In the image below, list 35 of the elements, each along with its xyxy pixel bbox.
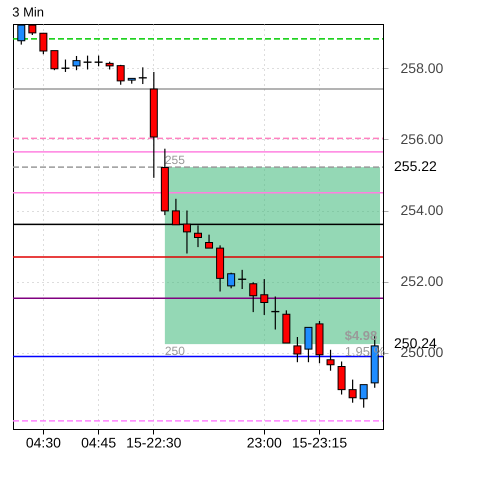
candlestick — [304, 326, 312, 363]
y-tick-label: 254.00 — [400, 202, 444, 218]
annotation: 1.95 % — [344, 344, 386, 360]
candlestick — [348, 379, 357, 404]
chart-title: 3 Min — [12, 4, 44, 20]
x-tick-label: 15-22:30 — [126, 434, 182, 450]
candlestick — [94, 55, 103, 67]
candlestick — [39, 32, 48, 55]
candlestick — [326, 349, 335, 372]
candlestick — [227, 272, 236, 289]
ref-line-label: 255.22 — [394, 158, 438, 174]
candlestick — [293, 336, 302, 363]
y-tick-label: 256.00 — [400, 130, 444, 147]
annotation: $4.98 — [344, 328, 378, 344]
x-tick-label: 15-23:15 — [292, 434, 348, 450]
annotation: 250 — [164, 344, 186, 358]
candlestick — [338, 360, 346, 396]
y-tick-label: 258.00 — [400, 60, 444, 76]
candlestick — [360, 384, 368, 408]
candlestick — [50, 50, 58, 71]
candlestick — [116, 64, 125, 86]
candlestick — [72, 55, 81, 71]
x-tick-label: 04:30 — [26, 434, 62, 450]
candlestick — [61, 58, 70, 73]
candlestick — [249, 282, 258, 313]
x-tick-label: 04:45 — [81, 434, 116, 450]
candlestick — [238, 269, 246, 290]
candlestick — [260, 278, 268, 316]
x-tick-label: 23:00 — [246, 434, 282, 450]
candlestick — [205, 234, 214, 249]
candlestick — [271, 296, 280, 330]
y-tick-label: 252.00 — [400, 273, 444, 290]
candlestick — [84, 55, 92, 70]
candlestick — [138, 66, 147, 85]
annotation: 255 — [164, 153, 186, 168]
